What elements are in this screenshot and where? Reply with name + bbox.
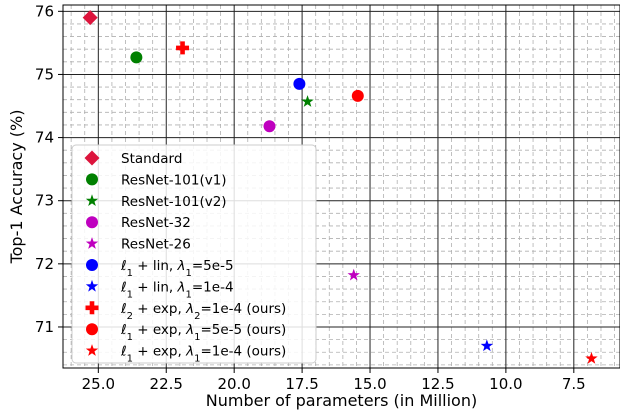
legend-marker	[86, 323, 98, 336]
y-axis-title: Top-1 Accuracy (%)	[7, 110, 26, 265]
x-tick-label: 25.0	[82, 375, 115, 393]
data-points	[82, 10, 598, 364]
legend-entry: ResNet-32	[121, 215, 191, 231]
x-tick-label: 20.0	[217, 375, 250, 393]
legend-entry: Standard	[121, 151, 182, 167]
y-tick-label: 75	[35, 65, 54, 83]
legend-entry: ℓ1 + exp, λ1=1e-4 (ours)	[120, 344, 286, 365]
y-tick-label: 76	[35, 2, 54, 20]
legend-entry: ResNet-26	[121, 237, 191, 253]
legend-marker	[85, 194, 99, 207]
axis-ticks: 25.0 22.5 20.0 17.5 15.0 12.5 10.0 7.5 71 72 73 74 7…	[35, 2, 586, 393]
legend: Standard ResNet-101(v1) ResNet-101(v2) ResN…	[71, 144, 317, 365]
legend-marker	[85, 301, 99, 315]
y-tick-label: 72	[35, 255, 54, 273]
x-tick-label: 15.0	[353, 375, 386, 393]
legend-marker	[86, 259, 98, 271]
y-tick-label: 74	[35, 129, 54, 147]
legend-marker	[85, 344, 99, 356]
legend-marker	[84, 150, 100, 166]
legend-marker	[85, 237, 99, 249]
legend-entry: ResNet-101(v1)	[121, 172, 227, 188]
data-point	[301, 95, 314, 107]
data-point	[130, 51, 143, 64]
data-point	[347, 268, 360, 281]
legend-entry: ℓ2 + exp, λ2=1e-4 (ours)	[120, 301, 286, 322]
x-axis-title: Number of parameters (in Million)	[206, 391, 477, 410]
legend-marker	[86, 216, 98, 229]
x-tick-label: 22.5	[150, 375, 183, 393]
legend-marker	[85, 279, 99, 292]
data-point	[351, 89, 364, 102]
data-point	[263, 120, 276, 133]
data-point	[82, 10, 98, 26]
legend-box	[71, 144, 317, 364]
legend-entry: ℓ1 + exp, λ1=5e-5 (ours)	[120, 322, 286, 343]
x-tick-label: 12.5	[421, 375, 454, 393]
y-tick-label: 73	[35, 192, 54, 210]
y-tick-label: 71	[35, 318, 54, 336]
legend-entry: ResNet-101(v2)	[121, 194, 227, 210]
data-point	[585, 352, 598, 364]
x-tick-label: 10.0	[489, 375, 522, 393]
legend-entry: ℓ1 + lin, λ1=5e-5	[120, 258, 234, 279]
legend-entry: ℓ1 + lin, λ1=1e-4	[120, 279, 234, 300]
plot-frame	[62, 4, 620, 369]
data-point	[176, 41, 190, 55]
data-point	[293, 77, 306, 90]
legend-marker	[86, 173, 98, 186]
x-tick-label: 7.5	[562, 375, 586, 393]
x-tick-label: 17.5	[285, 375, 318, 393]
data-point	[480, 339, 494, 352]
